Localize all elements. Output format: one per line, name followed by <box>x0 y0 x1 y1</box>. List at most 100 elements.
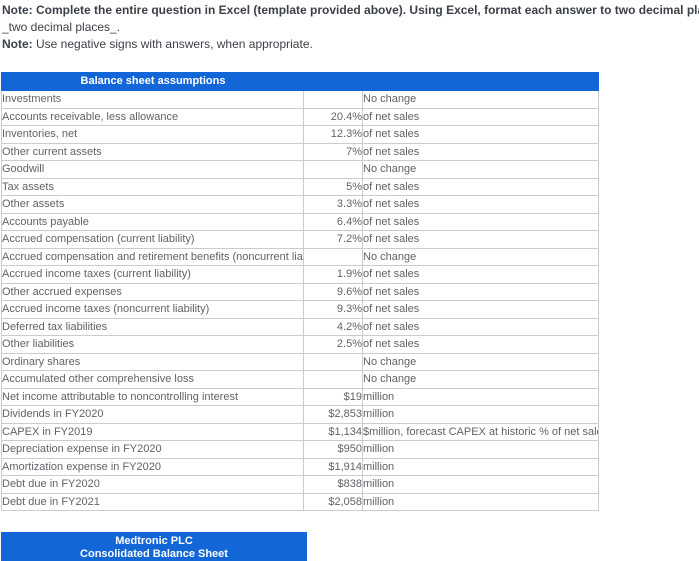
assumption-label: CAPEX in FY2019 <box>1 422 304 441</box>
table-row: Amortization expense in FY2020 $1,914 mi… <box>1 457 599 476</box>
assumption-label: Accrued income taxes (noncurrent liabili… <box>1 300 304 319</box>
assumption-value: 9.6% <box>303 282 363 301</box>
assumption-value <box>303 352 363 371</box>
assumption-value: 5% <box>303 177 363 196</box>
assumption-note: million <box>362 492 599 511</box>
assumption-note: of net sales <box>362 177 599 196</box>
assumption-label: Accrued compensation and retirement bene… <box>1 247 304 266</box>
assumption-note: of net sales <box>362 282 599 301</box>
assumption-value: $950 <box>303 440 363 459</box>
assumptions-body: Investments No change Accounts receivabl… <box>1 90 599 511</box>
statement-title-box: Medtronic PLC Consolidated Balance Sheet <box>1 532 307 561</box>
assumption-label: Tax assets <box>1 177 304 196</box>
assumption-note: of net sales <box>362 107 599 126</box>
assumption-note: of net sales <box>362 212 599 231</box>
assumption-label: Deferred tax liabilities <box>1 317 304 336</box>
assumption-label: Other liabilities <box>1 335 304 354</box>
assumption-label: Debt due in FY2020 <box>1 475 304 494</box>
assumption-value <box>303 247 363 266</box>
assumption-note: million <box>362 475 599 494</box>
note-line-1-text: Note: Complete the entire question in Ex… <box>2 3 699 17</box>
assumption-value <box>303 160 363 179</box>
assumption-value: $838 <box>303 475 363 494</box>
assumption-note: of net sales <box>362 125 599 144</box>
assumption-note: million <box>362 457 599 476</box>
table-row: Inventories, net 12.3% of net sales <box>1 125 599 144</box>
table-row: Accrued compensation and retirement bene… <box>1 247 599 266</box>
assumption-note: No change <box>362 160 599 179</box>
assumption-label: Accounts receivable, less allowance <box>1 107 304 126</box>
note-label: Note: <box>2 37 33 51</box>
balance-sheet-assumptions-table: Balance sheet assumptions Investments No… <box>1 72 599 511</box>
assumption-value <box>303 90 363 109</box>
assumption-note: of net sales <box>362 142 599 161</box>
assumption-value: 20.4% <box>303 107 363 126</box>
assumption-label: Inventories, net <box>1 125 304 144</box>
assumption-label: Dividends in FY2020 <box>1 405 304 424</box>
assumption-note: of net sales <box>362 230 599 249</box>
table-row: Other current assets 7% of net sales <box>1 142 599 161</box>
assumption-value: $1,134 <box>303 422 363 441</box>
assumption-value: 3.3% <box>303 195 363 214</box>
table-row: Accrued income taxes (current liability)… <box>1 265 599 284</box>
table-title: Balance sheet assumptions <box>80 75 226 87</box>
assumption-value: 4.2% <box>303 317 363 336</box>
assumption-value: 9.3% <box>303 300 363 319</box>
assumption-value: 7% <box>303 142 363 161</box>
table-row: Depreciation expense in FY2020 $950 mill… <box>1 440 599 459</box>
company-name: Medtronic PLC <box>115 535 193 547</box>
assumption-label: Depreciation expense in FY2020 <box>1 440 304 459</box>
assumption-note: No change <box>362 90 599 109</box>
assumption-value: 2.5% <box>303 335 363 354</box>
assumption-value: $2,853 <box>303 405 363 424</box>
assumption-note: of net sales <box>362 300 599 319</box>
assumption-label: Goodwill <box>1 160 304 179</box>
assumption-value: $1,914 <box>303 457 363 476</box>
table-row: Net income attributable to noncontrollin… <box>1 387 599 406</box>
note-line-3-text: Use negative signs with answers, when ap… <box>32 37 313 51</box>
table-row: Dividends in FY2020 $2,853 million <box>1 405 599 424</box>
table-row: Tax assets 5% of net sales <box>1 177 599 196</box>
note-line-3: Note: Use negative signs with answers, w… <box>2 36 699 53</box>
assumption-label: Amortization expense in FY2020 <box>1 457 304 476</box>
table-row: Goodwill No change <box>1 160 599 179</box>
assumption-value: 12.3% <box>303 125 363 144</box>
assumption-note: of net sales <box>362 335 599 354</box>
assumption-value <box>303 370 363 389</box>
assumption-note: of net sales <box>362 265 599 284</box>
assumption-value: 6.4% <box>303 212 363 231</box>
note-line-2: _two decimal places_. <box>2 20 121 34</box>
table-row: Other assets 3.3% of net sales <box>1 195 599 214</box>
assumption-label: Other accrued expenses <box>1 282 304 301</box>
table-header-cell: Balance sheet assumptions <box>1 72 599 91</box>
assumption-label: Debt due in FY2021 <box>1 492 304 511</box>
assumption-label: Other current assets <box>1 142 304 161</box>
assumption-note: of net sales <box>362 195 599 214</box>
assumption-label: Other assets <box>1 195 304 214</box>
assumption-note: million <box>362 387 599 406</box>
table-row: CAPEX in FY2019 $1,134 $million, forecas… <box>1 422 599 441</box>
table-row: Accrued income taxes (noncurrent liabili… <box>1 300 599 319</box>
assumption-value: 7.2% <box>303 230 363 249</box>
assumption-value: 1.9% <box>303 265 363 284</box>
table-row: Accounts receivable, less allowance 20.4… <box>1 107 599 126</box>
table-row: Debt due in FY2021 $2,058 million <box>1 492 599 511</box>
assumption-note: No change <box>362 370 599 389</box>
assumption-label: Accounts payable <box>1 212 304 231</box>
instruction-notes: Note: Complete the entire question in Ex… <box>2 2 699 53</box>
table-row: Investments No change <box>1 90 599 109</box>
table-header-row: Balance sheet assumptions <box>1 72 599 91</box>
table-row: Accrued compensation (current liability)… <box>1 230 599 249</box>
assumption-note: of net sales <box>362 317 599 336</box>
statement-name: Consolidated Balance Sheet <box>80 548 228 560</box>
assumption-note: million <box>362 405 599 424</box>
assumption-note: $million, forecast CAPEX at historic % o… <box>362 422 599 441</box>
assumption-value: $19 <box>303 387 363 406</box>
assumption-note: No change <box>362 352 599 371</box>
assumption-note: No change <box>362 247 599 266</box>
table-row: Ordinary shares No change <box>1 352 599 371</box>
assumption-note: million <box>362 440 599 459</box>
assumption-label: Ordinary shares <box>1 352 304 371</box>
table-row: Other liabilities 2.5% of net sales <box>1 335 599 354</box>
assumption-value: $2,058 <box>303 492 363 511</box>
